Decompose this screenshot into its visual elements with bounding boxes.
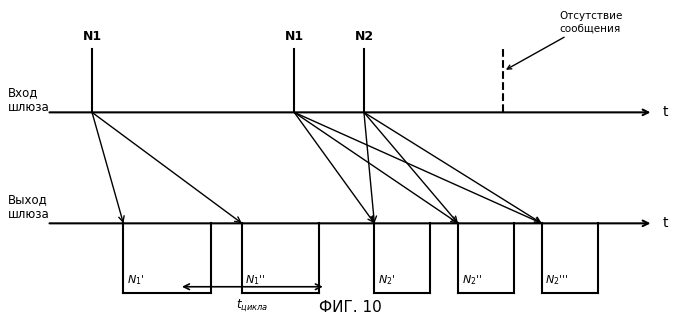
Text: ФИГ. 10: ФИГ. 10 [318,300,382,315]
Text: Выход
шлюза: Выход шлюза [8,194,50,221]
Text: $N_1$'': $N_1$'' [246,274,266,287]
Text: $N_2$'': $N_2$'' [461,274,482,287]
Text: N1: N1 [83,30,102,43]
Text: Вход
шлюза: Вход шлюза [8,86,50,114]
Text: $N_2$': $N_2$' [378,274,395,287]
Text: Отсутствие
сообщения: Отсутствие сообщения [508,12,622,69]
Text: N2: N2 [354,30,374,43]
Text: $t_{цикла}$: $t_{цикла}$ [236,298,269,314]
Text: t: t [662,105,668,119]
Text: t: t [662,216,668,230]
Text: $N_2$''': $N_2$''' [545,274,569,287]
Text: N1: N1 [285,30,304,43]
Text: $N_1$': $N_1$' [127,274,144,287]
